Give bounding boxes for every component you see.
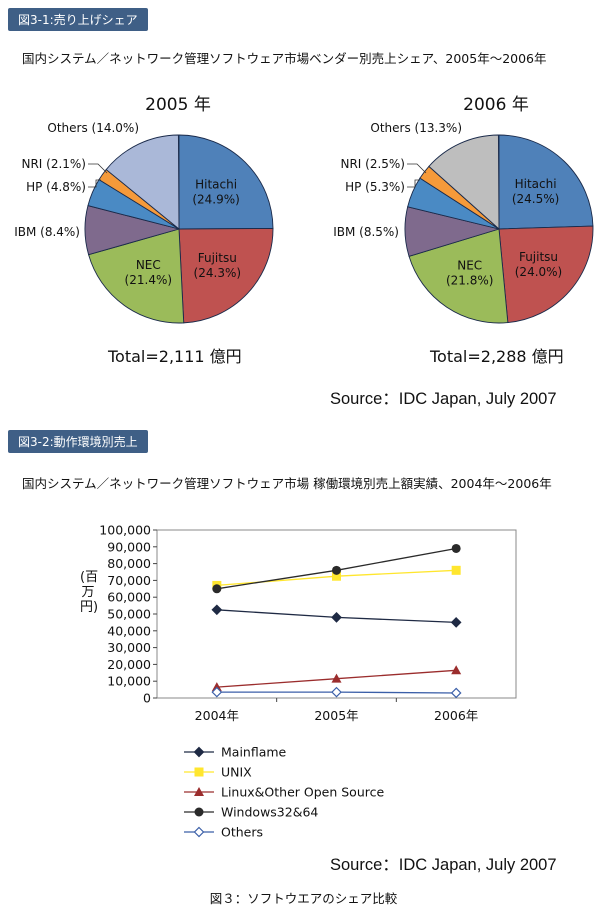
pie-2006-leader-4	[407, 179, 420, 188]
figure-caption: 図３：ソフトウエアのシェア比較	[209, 891, 398, 906]
data-point	[331, 612, 342, 623]
pie-2005-label-3: IBM (8.4%)	[14, 225, 80, 239]
pie-2005-label-1: Fujitsu	[198, 251, 237, 265]
section1-subtitle: 国内システム／ネットワーク管理ソフトウェア市場ベンダー別売上シェア、2005年～…	[22, 51, 547, 66]
legend-label: UNIX	[221, 765, 252, 780]
pie-2006-label-3: IBM (8.5%)	[333, 225, 399, 239]
pie-2005-leader-4	[88, 179, 101, 188]
pie-2006-title: 2006 年	[463, 95, 529, 115]
x-tick-label: 2004年	[195, 708, 239, 723]
pie-2005-slice-6	[105, 134, 180, 230]
pie-2006-label-6: Others (13.3%)	[370, 121, 462, 135]
legend-label: Windows32&64	[221, 805, 318, 820]
y-tick-label: 30,000	[107, 640, 151, 655]
y-tick-label: 60,000	[107, 590, 151, 605]
data-point	[331, 673, 342, 683]
data-point	[332, 565, 341, 575]
data-point	[450, 687, 462, 699]
data-point	[211, 686, 223, 698]
pie-2006-slice-2	[408, 228, 509, 324]
pie-2005-label-2: NEC	[136, 258, 161, 272]
pie-2006-total: Total=2,288 億円	[430, 347, 564, 366]
pie-2006-leader-5	[407, 163, 427, 174]
pie-2005-slice-2	[88, 228, 185, 324]
y-tick-label: 40,000	[107, 623, 151, 638]
pie-2006-pct-1: (24.0%)	[515, 265, 562, 279]
section2-source: Source：IDC Japan, July 2007	[330, 856, 557, 874]
pie-2006-slice-0	[498, 134, 594, 230]
pie-2005-title: 2005 年	[145, 95, 211, 115]
pie-2006-slice-1	[498, 225, 594, 324]
pie-2006-label-1: Fujitsu	[519, 250, 558, 264]
y-tick-label: 90,000	[107, 539, 151, 554]
pie-2005-label-4: HP (4.8%)	[26, 180, 86, 194]
pie-2005-label-0: Hitachi	[195, 178, 237, 192]
section1-source: Source：IDC Japan, July 2007	[330, 390, 557, 408]
pie-charts: Hitachi(24.9%)Fujitsu(24.3%)NEC(21.4%)Ot…	[14, 121, 594, 324]
pie-2006-pct-0: (24.5%)	[512, 192, 559, 206]
pie-2005-total: Total=2,111 億円	[108, 347, 242, 366]
data-point	[212, 584, 222, 594]
y-tick-label: 50,000	[107, 607, 151, 622]
pie-2005-slice-1	[178, 227, 274, 324]
data-point	[451, 565, 461, 575]
legend-marker	[194, 787, 204, 796]
section2-subtitle: 国内システム／ネットワーク管理ソフトウェア市場 稼働環境別売上額実績、2004年…	[22, 476, 552, 491]
x-tick-label: 2005年	[314, 708, 358, 723]
pie-2005-slice-0	[178, 134, 274, 230]
y-tick-label: 80,000	[107, 556, 151, 571]
pie-2005-label-6: Others (14.0%)	[47, 121, 139, 135]
pie-2005-pct-1: (24.3%)	[194, 266, 241, 280]
legend-label: Others	[221, 825, 263, 840]
legend-marker	[193, 826, 205, 838]
y-tick-label: 0	[143, 691, 151, 706]
pie-2006-label-4: HP (5.3%)	[345, 180, 405, 194]
pie-2006-pct-2: (21.8%)	[446, 274, 493, 288]
section2-badge: 図3-2:動作環境別売上	[8, 430, 148, 453]
pie-2006-slice-6	[428, 134, 500, 231]
pie-2005-pct-0: (24.9%)	[192, 193, 239, 207]
data-point	[332, 571, 341, 581]
legend-marker	[194, 767, 204, 777]
legend-marker	[193, 746, 205, 758]
y-tick-label: 100,000	[99, 523, 151, 538]
x-tick-label: 2006年	[434, 708, 478, 723]
pie-2006-label-0: Hitachi	[515, 177, 557, 191]
legend-marker	[194, 807, 204, 817]
pie-2006-label-5: NRI (2.5%)	[340, 157, 405, 171]
section1-badge: 図3-1:売り上げシェア	[8, 8, 148, 31]
pie-2005-pct-2: (21.4%)	[125, 273, 172, 287]
data-point	[451, 543, 461, 553]
y-tick-label: 20,000	[107, 657, 151, 672]
data-point	[331, 686, 342, 698]
y-axis-label: (百万円)	[80, 570, 99, 615]
legend-label: Mainflame	[221, 745, 287, 760]
y-tick-label: 70,000	[107, 573, 151, 588]
data-point	[211, 682, 222, 692]
data-point	[450, 617, 462, 628]
data-point	[451, 665, 462, 675]
pie-2005-label-5: NRI (2.1%)	[21, 157, 86, 171]
pie-2006-label-2: NEC	[457, 259, 482, 273]
legend-label: Linux&Other Open Source	[221, 785, 384, 800]
y-tick-label: 10,000	[107, 674, 151, 689]
data-point	[211, 604, 223, 616]
pie-2005-leader-5	[88, 163, 108, 174]
